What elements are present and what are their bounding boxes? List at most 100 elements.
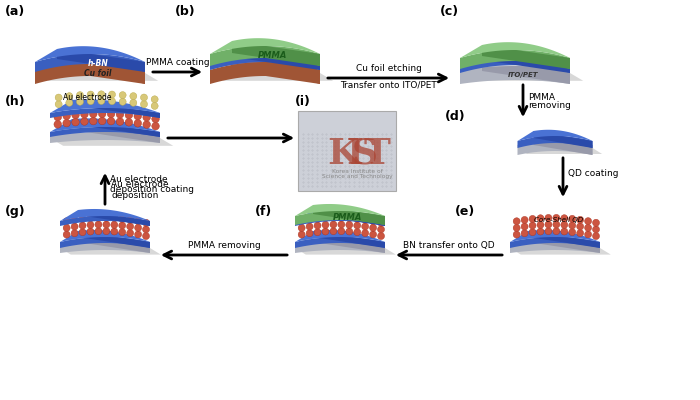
Text: (f): (f): [255, 205, 272, 218]
Circle shape: [346, 215, 353, 222]
Circle shape: [545, 228, 552, 235]
Circle shape: [529, 229, 536, 236]
Polygon shape: [232, 41, 320, 66]
Circle shape: [66, 93, 73, 100]
Circle shape: [98, 98, 105, 104]
Circle shape: [346, 228, 353, 235]
Circle shape: [306, 223, 313, 230]
Polygon shape: [295, 216, 385, 226]
Circle shape: [54, 113, 62, 121]
Polygon shape: [295, 204, 385, 216]
Polygon shape: [295, 234, 385, 245]
Polygon shape: [210, 38, 320, 54]
Polygon shape: [210, 73, 333, 81]
Polygon shape: [528, 231, 600, 248]
Circle shape: [584, 224, 592, 231]
Circle shape: [87, 215, 94, 222]
Text: (h): (h): [5, 95, 26, 108]
Circle shape: [346, 221, 353, 228]
Circle shape: [119, 98, 126, 105]
Circle shape: [79, 222, 86, 229]
Text: (e): (e): [455, 205, 475, 218]
Circle shape: [568, 222, 575, 229]
Circle shape: [537, 221, 544, 228]
Text: I: I: [346, 137, 363, 171]
Circle shape: [529, 222, 536, 229]
Polygon shape: [50, 138, 173, 146]
Text: h-BN: h-BN: [88, 58, 108, 68]
Polygon shape: [57, 49, 145, 72]
Circle shape: [298, 231, 305, 238]
Circle shape: [151, 102, 158, 110]
Text: Core-Shell QD: Core-Shell QD: [534, 217, 583, 223]
Polygon shape: [60, 248, 161, 254]
Circle shape: [95, 214, 102, 221]
Polygon shape: [50, 122, 160, 135]
Circle shape: [354, 222, 360, 229]
Circle shape: [134, 224, 141, 231]
Circle shape: [79, 216, 86, 222]
Text: (g): (g): [5, 205, 26, 218]
Circle shape: [537, 228, 544, 235]
Polygon shape: [57, 57, 145, 84]
Polygon shape: [460, 42, 570, 58]
Circle shape: [561, 228, 568, 235]
Polygon shape: [50, 118, 160, 132]
Circle shape: [577, 216, 584, 223]
Circle shape: [107, 110, 115, 118]
Circle shape: [513, 231, 520, 238]
Circle shape: [298, 218, 305, 225]
Circle shape: [577, 230, 584, 237]
Circle shape: [63, 218, 70, 225]
Circle shape: [127, 230, 134, 237]
Polygon shape: [517, 148, 602, 154]
Polygon shape: [460, 58, 570, 73]
Text: PMMA coating: PMMA coating: [146, 58, 209, 67]
Circle shape: [127, 216, 134, 223]
Circle shape: [87, 91, 94, 98]
Text: (a): (a): [5, 5, 25, 18]
Polygon shape: [460, 73, 583, 81]
Polygon shape: [517, 141, 592, 155]
Polygon shape: [313, 234, 385, 253]
Polygon shape: [50, 108, 160, 118]
Circle shape: [119, 229, 126, 236]
Polygon shape: [482, 57, 570, 84]
Circle shape: [537, 215, 544, 222]
Circle shape: [87, 221, 94, 228]
Polygon shape: [35, 62, 145, 84]
Circle shape: [143, 121, 150, 128]
Circle shape: [99, 110, 106, 118]
Circle shape: [545, 221, 552, 228]
Text: S: S: [352, 137, 378, 171]
Polygon shape: [72, 100, 160, 118]
Circle shape: [314, 216, 321, 222]
Circle shape: [521, 223, 528, 230]
Polygon shape: [60, 216, 150, 226]
Circle shape: [107, 117, 115, 125]
Circle shape: [111, 228, 118, 235]
Circle shape: [116, 118, 124, 125]
Polygon shape: [313, 205, 385, 225]
Circle shape: [362, 230, 369, 237]
Polygon shape: [210, 62, 320, 84]
Circle shape: [377, 219, 384, 226]
Circle shape: [314, 222, 321, 229]
Polygon shape: [295, 209, 385, 221]
Circle shape: [370, 224, 377, 231]
Circle shape: [119, 222, 126, 229]
Circle shape: [130, 93, 136, 100]
Circle shape: [134, 231, 141, 238]
Circle shape: [362, 223, 369, 230]
Polygon shape: [295, 211, 385, 225]
Polygon shape: [50, 127, 160, 137]
Circle shape: [521, 230, 528, 237]
Circle shape: [80, 118, 88, 125]
Polygon shape: [60, 230, 150, 242]
Circle shape: [134, 120, 141, 127]
Text: Au electrode
deposition: Au electrode deposition: [111, 180, 169, 200]
Polygon shape: [50, 99, 160, 113]
Circle shape: [322, 215, 329, 222]
Text: PMMA: PMMA: [333, 214, 363, 222]
Circle shape: [125, 111, 133, 119]
